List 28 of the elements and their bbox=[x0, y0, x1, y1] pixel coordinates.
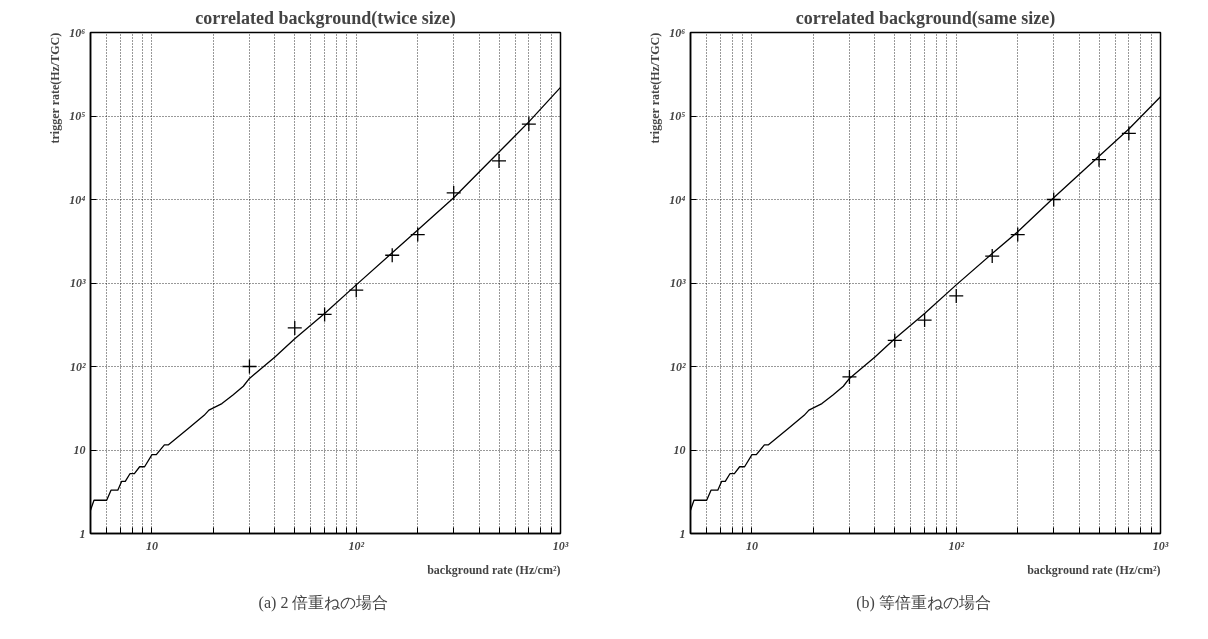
x-tick-label: 10³ bbox=[1152, 538, 1169, 553]
chart-title: correlated background(twice size) bbox=[195, 7, 456, 29]
y-axis-title: trigger rate(Hz/TGC) bbox=[647, 32, 662, 144]
y-tick-label: 10³ bbox=[669, 276, 686, 290]
y-tick-label: 10³ bbox=[69, 276, 86, 290]
x-tick-label: 10² bbox=[948, 538, 965, 553]
text: (a) 2 倍重ねの場合 bbox=[258, 593, 389, 612]
y-tick-label: 1 bbox=[679, 526, 686, 541]
y-tick-label: 10⁵ bbox=[69, 109, 86, 123]
y-tick-label: 10⁵ bbox=[669, 109, 686, 123]
y-tick-label: 10² bbox=[69, 359, 86, 374]
y-tick-label: 10⁴ bbox=[669, 192, 686, 207]
y-tick-label: 10 bbox=[673, 443, 686, 457]
x-axis-title: background rate (Hz/cm²) bbox=[1027, 562, 1161, 577]
x-tick-label: 10 bbox=[745, 538, 758, 553]
text: (b) 等倍重ねの場合 bbox=[856, 593, 991, 612]
x-tick-label: 10³ bbox=[552, 538, 569, 553]
y-tick-label: 1 bbox=[79, 526, 86, 541]
y-tick-label: 10 bbox=[73, 443, 86, 457]
y-tick-label: 10⁶ bbox=[69, 25, 86, 40]
x-axis-title: background rate (Hz/cm²) bbox=[427, 562, 561, 577]
y-axis-title: trigger rate(Hz/TGC) bbox=[47, 32, 62, 144]
x-tick-label: 10 bbox=[145, 538, 158, 553]
y-tick-label: 10² bbox=[669, 359, 686, 374]
y-tick-label: 10⁶ bbox=[669, 25, 686, 40]
y-tick-label: 10⁴ bbox=[69, 192, 86, 207]
chart-title: correlated background(same size) bbox=[795, 7, 1056, 29]
x-tick-label: 10² bbox=[348, 538, 365, 553]
